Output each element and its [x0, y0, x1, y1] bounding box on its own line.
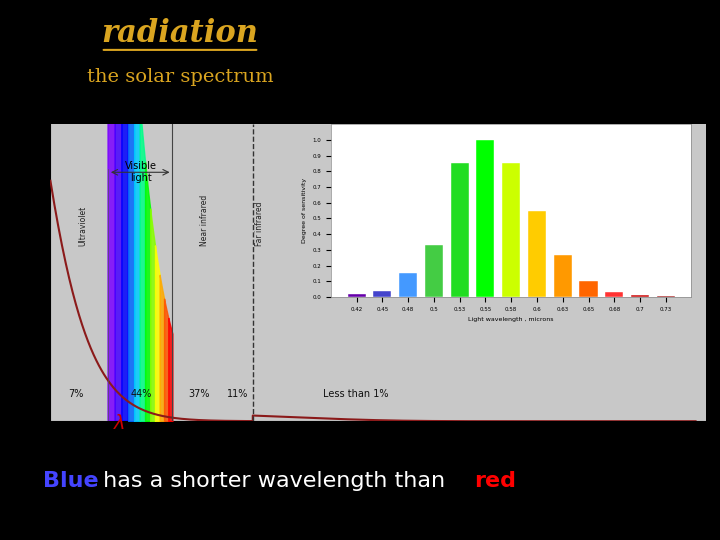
Y-axis label: Degree of sensitivity: Degree of sensitivity — [302, 178, 307, 243]
Bar — [554, 254, 572, 297]
Text: has a shorter wavelength than: has a shorter wavelength than — [96, 470, 452, 491]
Bar — [580, 281, 598, 297]
Text: Microwaves: Microwaves — [338, 201, 346, 246]
Text: Near infrared: Near infrared — [200, 194, 209, 246]
Text: the solar spectrum: the solar spectrum — [86, 68, 274, 86]
Text: Far infrared: Far infrared — [255, 201, 264, 246]
X-axis label: Light wavelength , microns: Light wavelength , microns — [469, 318, 554, 322]
Text: TV waves: TV waves — [467, 210, 477, 246]
Bar — [606, 292, 624, 297]
Bar — [528, 211, 546, 297]
Text: Visible
light: Visible light — [125, 161, 157, 183]
Text: $\lambda$: $\lambda$ — [112, 414, 125, 434]
Bar — [374, 291, 392, 297]
Bar — [348, 294, 366, 297]
Text: AM radio waves: AM radio waves — [667, 185, 677, 246]
Bar — [399, 273, 417, 297]
Text: Less than 1%: Less than 1% — [323, 389, 389, 399]
Text: red: red — [474, 470, 516, 491]
Text: 44%: 44% — [130, 389, 152, 399]
Text: Ultraviolet: Ultraviolet — [78, 206, 88, 246]
Bar — [425, 245, 443, 297]
Text: 37%: 37% — [188, 389, 210, 399]
Text: Short radio waves: Short radio waves — [580, 177, 590, 246]
Text: Wavelength (micrometers): Wavelength (micrometers) — [130, 460, 260, 470]
Bar — [657, 296, 675, 297]
Bar — [477, 140, 495, 297]
Y-axis label: Radiation Intensity (amount): Radiation Intensity (amount) — [35, 198, 45, 348]
Title: Human eye sensitivity: Human eye sensitivity — [464, 109, 558, 118]
Bar — [631, 295, 649, 297]
Text: Wavelength (meters): Wavelength (meters) — [503, 432, 606, 442]
Text: 11%: 11% — [227, 389, 248, 399]
Text: 7%: 7% — [68, 389, 84, 399]
Text: radiation: radiation — [102, 18, 258, 49]
Bar — [451, 164, 469, 297]
Text: Blue: Blue — [43, 470, 99, 491]
Bar — [502, 164, 521, 297]
